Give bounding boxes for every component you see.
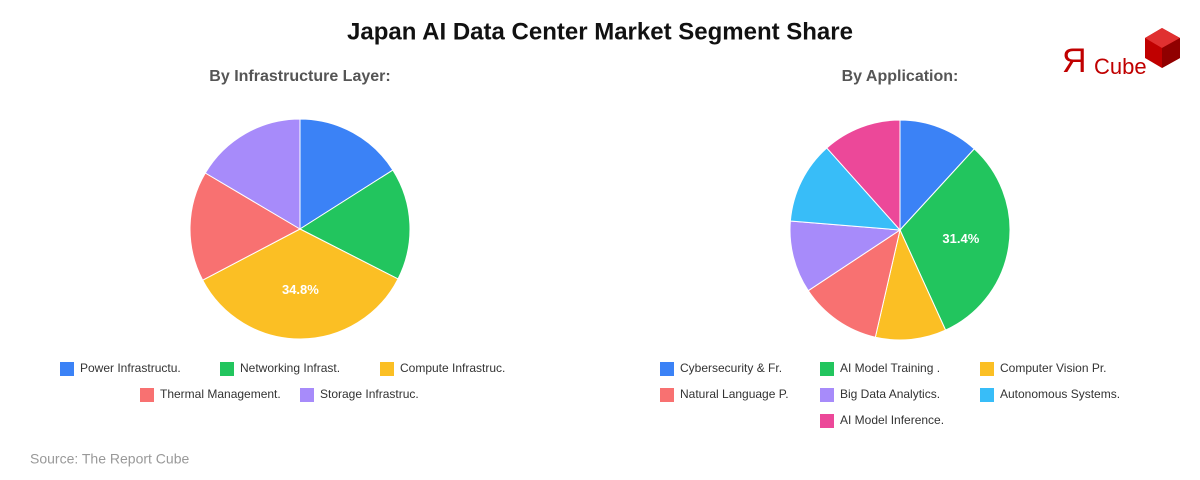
legend-swatch <box>660 388 674 402</box>
legend-swatch <box>220 362 234 376</box>
pie-slice <box>807 228 901 338</box>
legend-label: Computer Vision Pr. <box>1000 361 1107 375</box>
pie-slice <box>899 148 1011 331</box>
legend-label: Compute Infrastruc. <box>400 361 505 375</box>
pie-slice <box>789 147 902 231</box>
pie-slice <box>204 118 301 230</box>
legend-swatch <box>60 362 74 376</box>
pie-slice <box>899 119 975 232</box>
source: Source: The Report Cube <box>30 451 189 467</box>
legend-swatch <box>980 388 994 402</box>
legend-label: Thermal Management. <box>160 387 281 401</box>
value-label: 34.8% <box>282 282 319 297</box>
pie-slice <box>298 169 411 280</box>
pie-slice <box>299 118 394 230</box>
chart-subtitle: By Application: <box>842 68 959 85</box>
pie-slice <box>189 172 302 281</box>
pie-slice <box>789 220 902 292</box>
legend-label: Autonomous Systems. <box>1000 387 1120 401</box>
page-title: Japan AI Data Center Market Segment Shar… <box>347 18 853 45</box>
legend-label: Big Data Analytics. <box>840 387 940 401</box>
legend-label: Natural Language P. <box>680 387 789 401</box>
legend-swatch <box>820 414 834 428</box>
legend-label: AI Model Training . <box>840 361 940 375</box>
legend-label: Cybersecurity & Fr. <box>680 361 782 375</box>
legend-label: Networking Infrast. <box>240 361 340 375</box>
legend-label: Storage Infrastruc. <box>320 387 419 401</box>
legend-swatch <box>140 388 154 402</box>
legend-label: AI Model Inference. <box>840 413 944 427</box>
logo-text: Cube <box>1094 54 1147 79</box>
legend-label: Power Infrastructu. <box>80 361 181 375</box>
pie-slice <box>201 228 399 340</box>
legend-swatch <box>380 362 394 376</box>
legend-swatch <box>820 362 834 376</box>
pie-slice <box>874 228 947 341</box>
value-label: 31.4% <box>942 231 979 246</box>
logo: Я Cube <box>1062 28 1180 80</box>
legend-swatch <box>980 362 994 376</box>
legend-swatch <box>820 388 834 402</box>
pie-slice <box>826 119 901 232</box>
chart-subtitle: By Infrastructure Layer: <box>209 68 390 85</box>
logo-mark: Я <box>1062 42 1087 80</box>
legend-swatch <box>660 362 674 376</box>
legend-swatch <box>300 388 314 402</box>
